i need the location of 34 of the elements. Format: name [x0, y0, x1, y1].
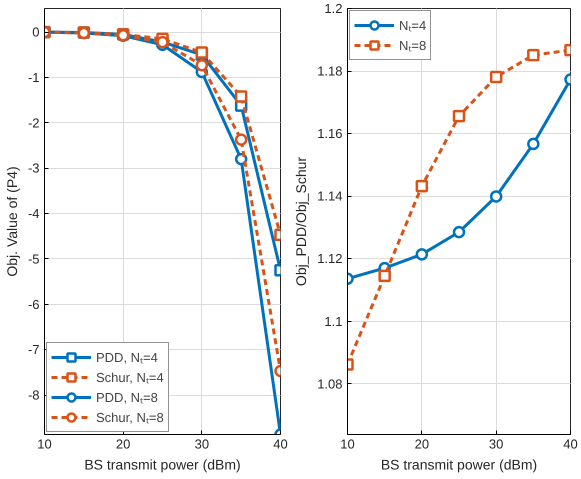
x-tick-label: 20 — [116, 436, 130, 452]
x-axis-title: BS transmit power (dBm) — [380, 456, 538, 472]
y-tick-label: 1.18 — [317, 64, 343, 79]
y-tick-label: -8 — [28, 388, 40, 403]
legend-label: Schur, Nₜ=4 — [96, 369, 164, 386]
legend-label: Schur, Nₜ=8 — [96, 409, 164, 426]
x-tick-label: 30 — [488, 436, 504, 452]
y-tick-label: 1.1 — [324, 314, 343, 329]
legend-label: PDD, Nₜ=8 — [96, 389, 158, 406]
legend-label: Nₜ=8 — [399, 37, 426, 54]
y-tick-label: -5 — [28, 251, 40, 266]
y-tick-label: 1.08 — [317, 376, 343, 392]
y-axis-title: Obj_PDD/Obj_Schur — [293, 156, 310, 286]
y-tick-label: -1 — [28, 70, 40, 85]
x-tick-label: 40 — [563, 436, 578, 452]
x-tick-label: 30 — [194, 436, 210, 452]
x-tick-label: 10 — [340, 436, 355, 452]
y-tick-label: -6 — [28, 296, 40, 312]
y-tick-label: 1.14 — [317, 188, 343, 204]
y-tick-label: 1.16 — [317, 126, 343, 142]
x-tick-label: 10 — [37, 436, 52, 452]
y-axis-title: Obj. Value of (P4) — [4, 166, 20, 277]
x-tick-label: 40 — [273, 436, 288, 452]
legend-label: PDD, Nₜ=4 — [96, 349, 158, 366]
y-tick-label: 1.2 — [324, 1, 343, 16]
y-tick-label: -4 — [28, 206, 40, 222]
y-tick-label: 0 — [32, 24, 40, 40]
y-tick-label: -2 — [28, 115, 40, 130]
x-axis-title: BS transmit power (dBm) — [84, 456, 241, 472]
legend-label: Nₜ=4 — [399, 17, 426, 34]
y-tick-label: 1.12 — [317, 251, 343, 266]
y-tick-label: -7 — [28, 342, 40, 358]
x-tick-label: 20 — [414, 436, 430, 452]
y-tick-label: -3 — [28, 160, 40, 176]
